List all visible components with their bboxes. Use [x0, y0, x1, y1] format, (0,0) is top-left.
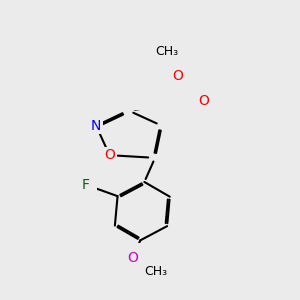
- Text: O: O: [198, 94, 209, 108]
- Text: O: O: [104, 148, 115, 162]
- Text: CH₃: CH₃: [155, 45, 178, 58]
- Text: O: O: [172, 69, 183, 82]
- Text: N: N: [91, 119, 101, 133]
- Text: CH₃: CH₃: [144, 265, 167, 278]
- Text: F: F: [81, 178, 89, 192]
- Text: O: O: [127, 251, 138, 265]
